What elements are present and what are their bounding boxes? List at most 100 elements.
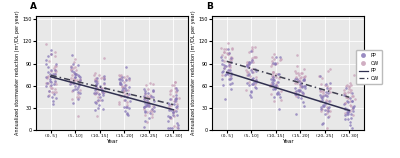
Point (320, 122, 326, 124)
Point (253, 79, 259, 81)
Point (344, 91, 351, 94)
Point (248, 50, 255, 53)
Point (245, 64, 251, 67)
Point (141, 106, 147, 109)
Point (70, 77, 77, 79)
Point (142, 102, 148, 105)
Point (98, 87, 104, 90)
Point (292, 77, 299, 80)
Y-axis label: Annualized stormwater reduction (m³/DL per year): Annualized stormwater reduction (m³/DL p… (191, 10, 196, 135)
Point (222, 73, 229, 75)
Point (72, 79, 78, 81)
Point (267, 84, 274, 86)
Point (229, 48, 235, 50)
Point (343, 96, 349, 98)
Point (301, 78, 308, 80)
Point (323, 91, 330, 93)
Point (51, 91, 57, 93)
Point (116, 101, 123, 103)
Point (174, 105, 180, 107)
Point (124, 101, 130, 104)
Point (52, 81, 58, 83)
Point (174, 107, 180, 109)
Point (101, 78, 108, 80)
Point (270, 74, 276, 76)
Point (269, 63, 275, 66)
Point (149, 109, 156, 112)
Point (170, 103, 177, 105)
Point (294, 65, 300, 67)
Point (70, 63, 76, 65)
Point (171, 115, 178, 117)
Point (347, 103, 353, 106)
Point (301, 68, 308, 70)
Point (221, 67, 227, 69)
Point (75, 64, 82, 66)
Point (46, 60, 52, 63)
Point (77, 89, 83, 91)
Point (141, 88, 148, 91)
Point (52, 69, 58, 71)
Point (116, 94, 122, 96)
Point (270, 100, 277, 102)
Point (77, 79, 83, 81)
Point (45, 75, 52, 78)
Point (148, 107, 155, 110)
Point (93, 84, 100, 87)
Point (345, 97, 352, 99)
Point (322, 83, 329, 85)
Point (49, 74, 56, 77)
Point (246, 81, 252, 83)
Point (147, 94, 153, 96)
Point (297, 89, 304, 91)
Point (150, 106, 157, 108)
Point (346, 88, 353, 90)
Point (269, 77, 276, 80)
Point (317, 89, 324, 92)
Point (77, 79, 84, 81)
Point (167, 108, 173, 110)
Point (121, 90, 127, 92)
Point (173, 91, 180, 93)
Point (70, 82, 77, 84)
Point (170, 109, 177, 112)
Point (76, 75, 83, 77)
Point (300, 85, 307, 87)
Point (224, 72, 231, 75)
Point (91, 79, 98, 81)
Point (124, 112, 130, 115)
Point (166, 105, 172, 107)
Point (143, 83, 149, 86)
Point (219, 71, 225, 74)
Point (248, 45, 255, 48)
Point (244, 64, 250, 67)
Point (148, 95, 154, 97)
Point (119, 76, 125, 78)
Point (221, 51, 228, 53)
Point (96, 104, 102, 106)
Point (75, 86, 81, 89)
Point (75, 97, 82, 100)
Point (348, 112, 354, 115)
Point (96, 93, 102, 95)
Point (295, 89, 301, 91)
Point (143, 105, 149, 107)
Point (243, 61, 250, 64)
Point (173, 96, 180, 99)
Point (165, 115, 172, 118)
Point (52, 83, 59, 85)
Point (351, 74, 357, 77)
Point (229, 81, 235, 84)
Point (228, 56, 234, 58)
Point (93, 86, 99, 88)
Point (94, 79, 100, 82)
Point (298, 91, 305, 94)
Point (292, 87, 298, 89)
Point (174, 124, 181, 127)
Point (123, 106, 129, 109)
Point (100, 92, 107, 94)
Point (145, 103, 151, 105)
Point (324, 112, 330, 115)
Point (50, 73, 57, 75)
Point (246, 62, 252, 65)
